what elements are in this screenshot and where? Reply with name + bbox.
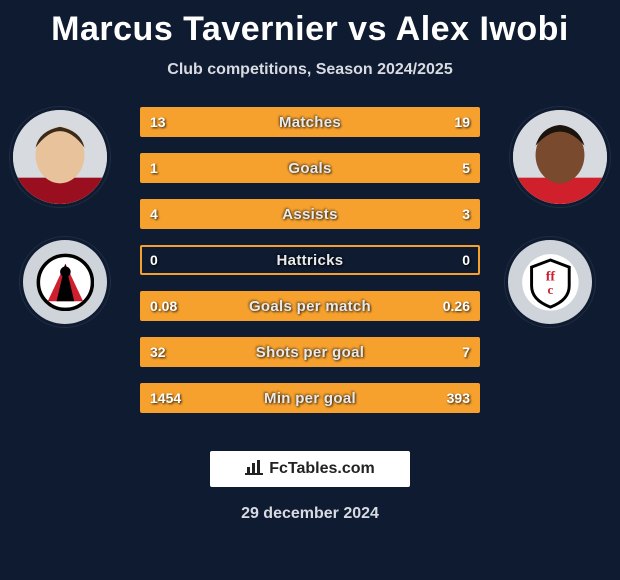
bournemouth-crest-icon — [23, 240, 107, 324]
brand-badge: FcTables.com — [210, 451, 410, 487]
stat-value-right: 7 — [454, 339, 478, 365]
club-right-crest: ff c — [505, 237, 595, 327]
stat-row: Min per goal1454 393 — [140, 383, 480, 413]
page-title: Marcus Tavernier vs Alex Iwobi — [0, 0, 620, 49]
stat-label: Assists — [142, 201, 478, 227]
stat-value-right: 393 — [439, 385, 478, 411]
stat-label: Goals — [142, 155, 478, 181]
stat-label: Matches — [142, 109, 478, 135]
stat-row: Shots per goal32 7 — [140, 337, 480, 367]
player-right-face-icon — [513, 110, 607, 204]
club-left-crest — [20, 237, 110, 327]
subtitle: Club competitions, Season 2024/2025 — [0, 61, 620, 79]
stat-label: Shots per goal — [142, 339, 478, 365]
comparison-stage: ff c Matches13 19 Goals1 5 Assists4 3 Hattrick… — [0, 107, 620, 437]
player-left-avatar — [10, 107, 110, 207]
fulham-crest-icon: ff c — [508, 240, 592, 324]
stat-value-right: 19 — [446, 109, 478, 135]
stat-label: Min per goal — [142, 385, 478, 411]
stat-value-right: 0.26 — [435, 293, 478, 319]
stat-value-left: 32 — [142, 339, 174, 365]
player-left-face-icon — [13, 110, 107, 204]
stat-value-right: 5 — [454, 155, 478, 181]
svg-text:c: c — [547, 282, 553, 297]
stat-bars-container: Matches13 19 Goals1 5 Assists4 3 Hattricks0 0 Go… — [140, 107, 480, 429]
stat-value-left: 1454 — [142, 385, 189, 411]
stat-row: Hattricks0 0 — [140, 245, 480, 275]
stat-row: Goals1 5 — [140, 153, 480, 183]
date-text: 29 december 2024 — [0, 505, 620, 523]
stat-value-right: 3 — [454, 201, 478, 227]
stat-value-left: 1 — [142, 155, 166, 181]
stat-row: Goals per match0.08 0.26 — [140, 291, 480, 321]
stat-value-left: 13 — [142, 109, 174, 135]
chart-icon — [245, 459, 263, 479]
stat-row: Matches13 19 — [140, 107, 480, 137]
stat-value-left: 0.08 — [142, 293, 185, 319]
stat-label: Hattricks — [142, 247, 478, 273]
stat-row: Assists4 3 — [140, 199, 480, 229]
stat-value-left: 4 — [142, 201, 166, 227]
player-right-avatar — [510, 107, 610, 207]
stat-value-right: 0 — [454, 247, 478, 273]
stat-label: Goals per match — [142, 293, 478, 319]
stat-value-left: 0 — [142, 247, 166, 273]
brand-text: FcTables.com — [269, 460, 375, 478]
